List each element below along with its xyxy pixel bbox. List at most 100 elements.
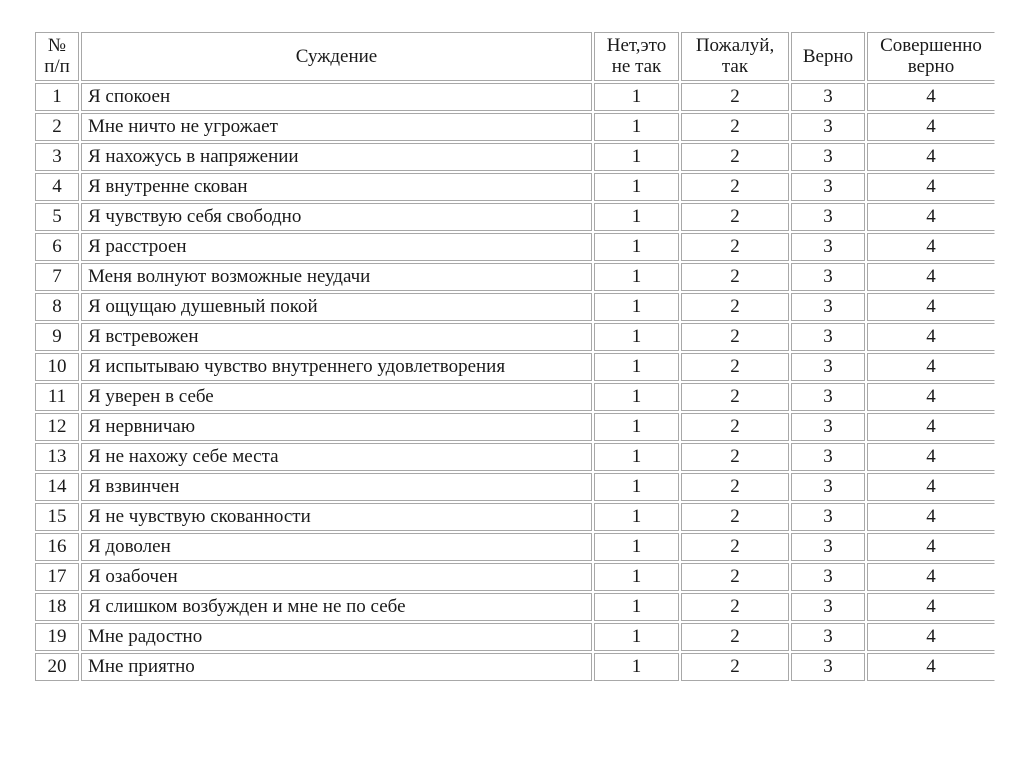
answer-option-4-cell: 4 [867, 322, 995, 351]
table-row: 14 Я взвинчен 1 2 3 4 [35, 472, 995, 501]
statement-cell: Меня волнуют возможные неудачи [81, 262, 592, 291]
answer-option-4-cell: 4 [867, 502, 995, 531]
anxiety-questionnaire-table: № п/п Суждение Нет,это не так Пожалуй, т… [33, 30, 997, 683]
table-row: 12 Я нервничаю 1 2 3 4 [35, 412, 995, 441]
answer-option-3-cell: 3 [791, 142, 865, 171]
statement-cell: Я взвинчен [81, 472, 592, 501]
answer-option-3-cell: 3 [791, 232, 865, 261]
answer-option-3-cell: 3 [791, 172, 865, 201]
answer-option-2-cell: 2 [681, 652, 789, 681]
table-row: 8 Я ощущаю душевный покой 1 2 3 4 [35, 292, 995, 321]
statement-cell: Я испытываю чувство внутреннего удовлетв… [81, 352, 592, 381]
answer-option-2-cell: 2 [681, 352, 789, 381]
answer-option-4-cell: 4 [867, 412, 995, 441]
table-row: 7 Меня волнуют возможные неудачи 1 2 3 4 [35, 262, 995, 291]
row-number-cell: 8 [35, 292, 79, 321]
row-number-cell: 1 [35, 82, 79, 111]
table-row: 17 Я озабочен 1 2 3 4 [35, 562, 995, 591]
answer-option-2-cell: 2 [681, 592, 789, 621]
row-number-cell: 6 [35, 232, 79, 261]
answer-option-1-cell: 1 [594, 562, 679, 591]
answer-option-1-cell: 1 [594, 202, 679, 231]
row-number-cell: 4 [35, 172, 79, 201]
answer-option-2-cell: 2 [681, 442, 789, 471]
answer-option-4-cell: 4 [867, 112, 995, 141]
statement-cell: Я внутренне скован [81, 172, 592, 201]
header-option-no: Нет,это не так [594, 32, 679, 81]
statement-cell: Я спокоен [81, 82, 592, 111]
statement-cell: Я уверен в себе [81, 382, 592, 411]
statement-cell: Я встревожен [81, 322, 592, 351]
table-row: 11 Я уверен в себе 1 2 3 4 [35, 382, 995, 411]
header-row-number: № п/п [35, 32, 79, 81]
answer-option-1-cell: 1 [594, 412, 679, 441]
statement-cell: Я слишком возбужден и мне не по себе [81, 592, 592, 621]
answer-option-1-cell: 1 [594, 142, 679, 171]
answer-option-3-cell: 3 [791, 382, 865, 411]
answer-option-1-cell: 1 [594, 322, 679, 351]
answer-option-3-cell: 3 [791, 262, 865, 291]
answer-option-3-cell: 3 [791, 412, 865, 441]
answer-option-4-cell: 4 [867, 622, 995, 651]
answer-option-2-cell: 2 [681, 262, 789, 291]
answer-option-2-cell: 2 [681, 82, 789, 111]
answer-option-1-cell: 1 [594, 262, 679, 291]
row-number-cell: 2 [35, 112, 79, 141]
row-number-cell: 3 [35, 142, 79, 171]
row-number-cell: 20 [35, 652, 79, 681]
header-statement: Суждение [81, 32, 592, 81]
answer-option-3-cell: 3 [791, 352, 865, 381]
statement-cell: Я расстроен [81, 232, 592, 261]
answer-option-3-cell: 3 [791, 562, 865, 591]
header-option-rather: Пожалуй, так [681, 32, 789, 81]
answer-option-3-cell: 3 [791, 112, 865, 141]
answer-option-4-cell: 4 [867, 202, 995, 231]
answer-option-2-cell: 2 [681, 142, 789, 171]
statement-cell: Я озабочен [81, 562, 592, 591]
answer-option-4-cell: 4 [867, 262, 995, 291]
table-row: 4 Я внутренне скован 1 2 3 4 [35, 172, 995, 201]
answer-option-1-cell: 1 [594, 112, 679, 141]
answer-option-2-cell: 2 [681, 112, 789, 141]
statement-cell: Я чувствую себя свободно [81, 202, 592, 231]
answer-option-4-cell: 4 [867, 292, 995, 321]
statement-cell: Мне радостно [81, 622, 592, 651]
answer-option-2-cell: 2 [681, 292, 789, 321]
answer-option-4-cell: 4 [867, 172, 995, 201]
answer-option-1-cell: 1 [594, 232, 679, 261]
table-row: 2 Мне ничто не угрожает 1 2 3 4 [35, 112, 995, 141]
answer-option-1-cell: 1 [594, 82, 679, 111]
row-number-cell: 16 [35, 532, 79, 561]
answer-option-4-cell: 4 [867, 472, 995, 501]
header-option-absolutely-true: Совершенно верно [867, 32, 995, 81]
header-row: № п/п Суждение Нет,это не так Пожалуй, т… [35, 32, 995, 81]
answer-option-3-cell: 3 [791, 472, 865, 501]
table-row: 13 Я не нахожу себе места 1 2 3 4 [35, 442, 995, 471]
header-option-true: Верно [791, 32, 865, 81]
table-row: 3 Я нахожусь в напряжении 1 2 3 4 [35, 142, 995, 171]
answer-option-2-cell: 2 [681, 202, 789, 231]
answer-option-3-cell: 3 [791, 532, 865, 561]
answer-option-4-cell: 4 [867, 592, 995, 621]
answer-option-2-cell: 2 [681, 172, 789, 201]
answer-option-3-cell: 3 [791, 322, 865, 351]
statement-cell: Я доволен [81, 532, 592, 561]
answer-option-2-cell: 2 [681, 622, 789, 651]
answer-option-2-cell: 2 [681, 502, 789, 531]
row-number-cell: 15 [35, 502, 79, 531]
row-number-cell: 11 [35, 382, 79, 411]
answer-option-3-cell: 3 [791, 202, 865, 231]
answer-option-4-cell: 4 [867, 232, 995, 261]
row-number-cell: 18 [35, 592, 79, 621]
answer-option-4-cell: 4 [867, 562, 995, 591]
answer-option-2-cell: 2 [681, 472, 789, 501]
answer-option-4-cell: 4 [867, 532, 995, 561]
row-number-cell: 5 [35, 202, 79, 231]
answer-option-2-cell: 2 [681, 322, 789, 351]
answer-option-3-cell: 3 [791, 592, 865, 621]
statement-cell: Я нервничаю [81, 412, 592, 441]
answer-option-3-cell: 3 [791, 622, 865, 651]
row-number-cell: 19 [35, 622, 79, 651]
answer-option-1-cell: 1 [594, 592, 679, 621]
table-row: 19 Мне радостно 1 2 3 4 [35, 622, 995, 651]
